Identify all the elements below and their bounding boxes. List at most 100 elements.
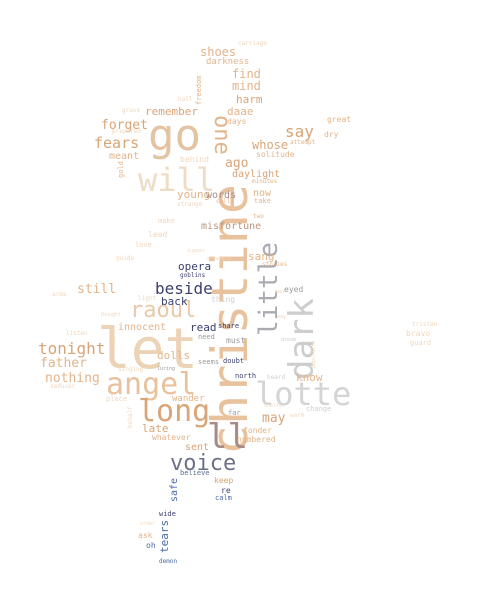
word-bravo: bravo	[406, 329, 431, 338]
word-innocent: innocent	[118, 322, 167, 333]
word-keep: keep	[214, 476, 234, 485]
word-light: light	[138, 295, 157, 302]
word-great: great	[327, 115, 352, 124]
word-shoes: shoes	[200, 45, 237, 59]
word-dream: dream	[281, 337, 297, 343]
word-wander: wander	[172, 394, 205, 404]
word-share: share	[218, 322, 240, 330]
word-take: take	[254, 197, 271, 205]
word-harm: harm	[236, 93, 263, 106]
word-order: order	[140, 521, 156, 527]
word-find: find	[232, 67, 261, 81]
word-nothing: nothing	[45, 371, 100, 386]
word-change: change	[306, 405, 332, 413]
word-freedom: freedom	[195, 75, 203, 105]
word-man: man	[275, 289, 285, 295]
word-ago: ago	[225, 156, 249, 171]
word-calm: calm	[215, 494, 232, 502]
word-know: know	[296, 371, 323, 384]
word-must: must	[226, 336, 246, 345]
word-two: two	[253, 213, 264, 220]
word-still: still	[77, 282, 117, 297]
word-tristan: tristan	[412, 321, 438, 328]
word-seducer: seducer	[50, 383, 76, 390]
word-may: may	[262, 411, 286, 426]
word-back: back	[161, 295, 188, 308]
word-guard: guard	[410, 339, 432, 347]
word-warm: warm	[290, 412, 305, 419]
word-luring: luring	[157, 366, 176, 372]
word-love: love	[135, 241, 152, 249]
word-raoul: raoul	[130, 298, 197, 323]
word-sent: sent	[185, 442, 210, 453]
word-lotte: lotte	[255, 375, 352, 413]
word-listen: listen	[66, 330, 88, 337]
word-demon: demon	[159, 558, 178, 565]
word-meant: meant	[109, 151, 140, 162]
word-calls: calls	[216, 198, 235, 205]
word-attempt: attempt	[290, 139, 316, 146]
word-hall: hall	[178, 96, 193, 103]
word-way: way	[277, 314, 287, 320]
word-shelter: shelter	[264, 403, 286, 409]
word-carriage: carriage	[238, 40, 267, 47]
word-young: young	[177, 188, 211, 201]
word-days: days	[227, 117, 247, 126]
word-thought: thought	[100, 312, 122, 318]
word-far: far	[228, 409, 241, 417]
word-now: now	[253, 188, 272, 199]
word-wait: wait	[111, 335, 117, 348]
word-misfortune: misfortune	[201, 221, 262, 232]
word-minutes: minutes	[252, 178, 278, 185]
word-north: north	[235, 372, 257, 380]
word-doubt: doubt	[223, 357, 245, 365]
word-fears: fears	[94, 134, 140, 152]
word-father: father	[40, 356, 87, 371]
word-let: let	[97, 317, 199, 382]
word-sang: sang	[248, 250, 275, 263]
word-need: need	[198, 333, 215, 341]
word-believe: believe	[180, 469, 210, 477]
word-words: words	[206, 190, 237, 201]
word-late: late	[142, 422, 169, 435]
word-prepared: prepared	[112, 128, 141, 135]
word-dolls: dolls	[157, 349, 191, 362]
word-whose: whose	[252, 138, 289, 152]
word-populaire: populaire	[311, 340, 317, 368]
word-behind: behind	[180, 155, 209, 164]
word-heard: heard	[267, 374, 286, 381]
word-guide: guide	[116, 255, 135, 262]
word-re: re	[221, 486, 231, 495]
word-eyed: eyed	[284, 285, 304, 294]
word-goblins: goblins	[180, 272, 206, 279]
word-supper: supper	[187, 248, 206, 254]
word-thing: thing	[211, 295, 236, 304]
word-oh: oh	[146, 541, 156, 550]
word-tears: tears	[158, 519, 171, 553]
word-lead: lead	[148, 230, 168, 239]
word-beside: beside	[155, 279, 213, 298]
word-voice: voice	[170, 451, 237, 476]
word-angel: angel	[106, 367, 197, 402]
word-daae: daae	[227, 105, 254, 118]
word-grave: grave	[122, 107, 141, 114]
word-gold: gold	[117, 161, 125, 178]
word-go: go	[148, 110, 201, 161]
word-behalf: behalf	[127, 406, 134, 428]
word-long: long	[138, 394, 211, 429]
word-read: read	[190, 321, 217, 334]
word-darkness: darkness	[206, 57, 250, 67]
word-seems: seems	[198, 358, 220, 366]
word-tonight: tonight	[38, 339, 106, 358]
word-singing: singing	[118, 366, 144, 373]
word-solitude: solitude	[256, 150, 295, 159]
word-stories: stories	[262, 261, 288, 268]
word-whatever: whatever	[152, 433, 191, 442]
word-say: say	[285, 122, 314, 141]
word-make: make	[158, 217, 175, 225]
word-remember: remember	[145, 105, 198, 118]
word-numbered: numbered	[237, 435, 276, 444]
word-anywhere: anywhere	[207, 256, 232, 262]
word-mind: mind	[232, 79, 261, 93]
